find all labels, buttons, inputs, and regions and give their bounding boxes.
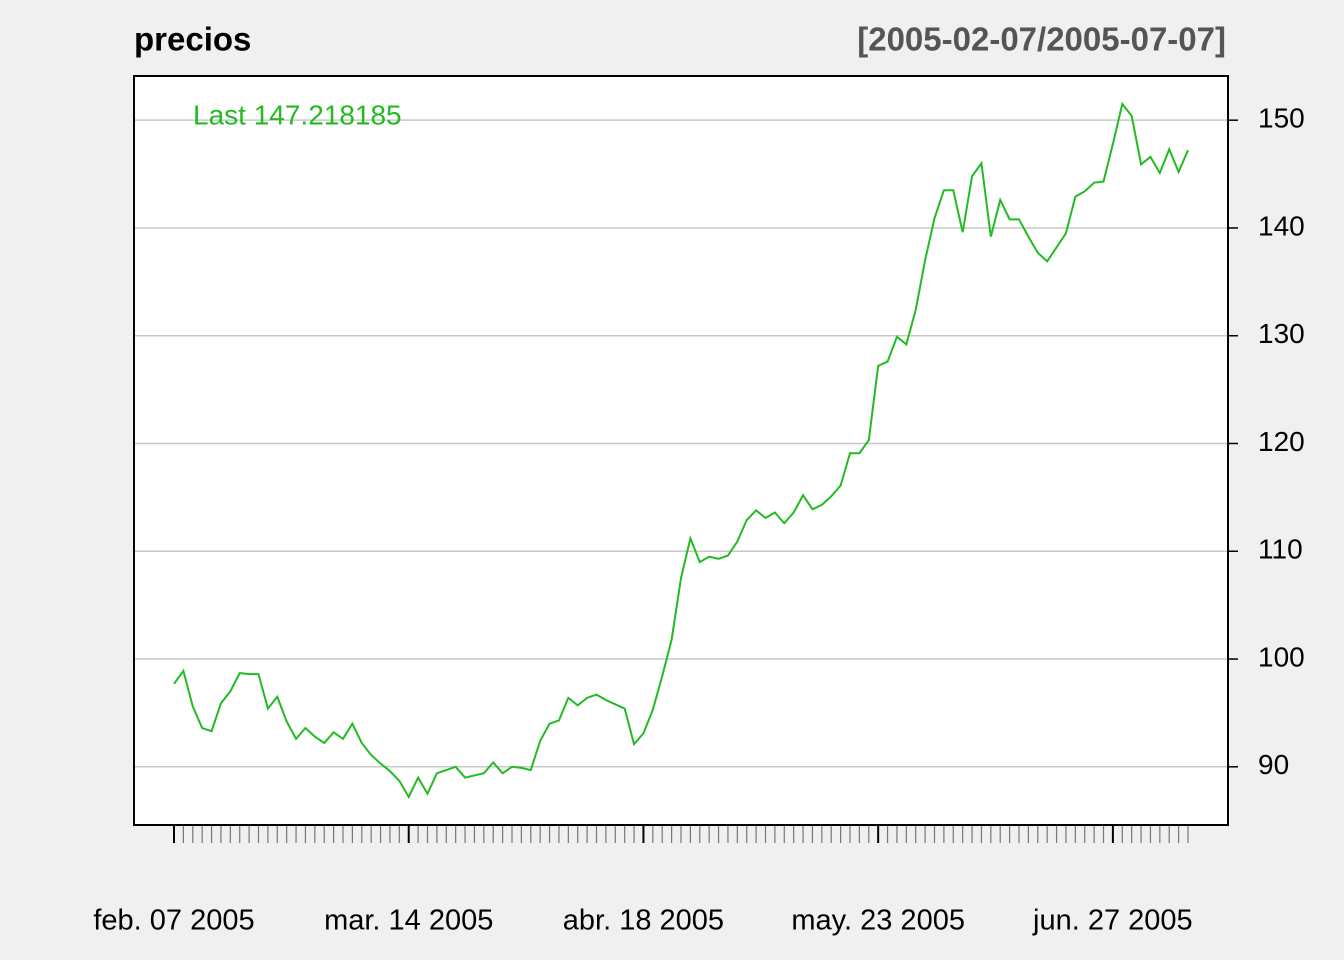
price-line — [173, 101, 1189, 800]
chart-subtitle: [2005-02-07/2005-07-07] — [857, 21, 1226, 58]
x-tick-label: mar. 14 2005 — [324, 905, 493, 937]
x-tick-label: abr. 18 2005 — [563, 905, 724, 937]
x-tick-label: may. 23 2005 — [791, 905, 965, 937]
annotation: Last 147.218185 — [193, 99, 402, 130]
y-tick-label: 130 — [1258, 318, 1305, 349]
plot-area — [134, 76, 1228, 825]
x-tick-label: feb. 07 2005 — [93, 905, 254, 937]
x-tick-label: jun. 27 2005 — [1032, 905, 1193, 937]
y-tick-label: 140 — [1258, 210, 1305, 241]
y-tick-label: 120 — [1258, 426, 1305, 457]
chart-title: precios — [134, 21, 251, 58]
y-tick-label: 90 — [1258, 749, 1289, 780]
y-tick-label: 100 — [1258, 641, 1305, 672]
y-tick-label: 110 — [1258, 534, 1303, 565]
plot-border — [133, 75, 1229, 826]
y-tick-label: 150 — [1258, 103, 1305, 134]
